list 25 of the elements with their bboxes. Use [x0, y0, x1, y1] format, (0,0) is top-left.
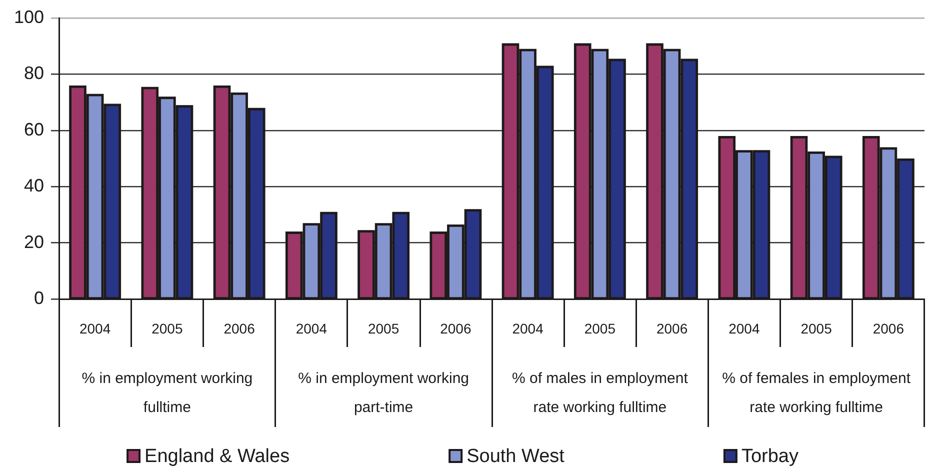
- y-tick-label: 80: [24, 63, 44, 84]
- x-tick-label: 2006: [224, 320, 256, 336]
- x-tick-label: 2004: [728, 320, 760, 336]
- y-tick-label: 20: [24, 232, 44, 252]
- x-tick-label: 2006: [872, 320, 904, 336]
- x-tick-label: 2004: [296, 320, 328, 336]
- x-tick-label: 2005: [800, 320, 832, 336]
- x-tick-label: 2004: [79, 320, 111, 336]
- y-tick-label: 0: [34, 288, 44, 308]
- legend-label: England & Wales: [144, 446, 290, 468]
- x-tick-label: 2004: [512, 320, 544, 336]
- text: % in employment working part-time: [298, 370, 470, 416]
- text: % in employment working fulltime: [82, 370, 253, 416]
- y-tick-label: 60: [24, 119, 44, 140]
- x-tick-label: 2005: [368, 320, 400, 336]
- y-tick-label: 40: [24, 176, 44, 196]
- x-tick-label: 2006: [440, 320, 472, 336]
- x-tick-label: 2005: [584, 320, 616, 336]
- text: % of males in employment rate working fulltime: [512, 370, 689, 416]
- y-tick-label: 100: [14, 6, 44, 27]
- x-tick-label: 2005: [152, 320, 183, 336]
- legend-label: Torbay: [741, 446, 799, 468]
- x-tick-label: 2006: [656, 320, 688, 336]
- legend-label: South West: [466, 446, 566, 468]
- text: % of females in employment rate working fulltime: [722, 370, 912, 416]
